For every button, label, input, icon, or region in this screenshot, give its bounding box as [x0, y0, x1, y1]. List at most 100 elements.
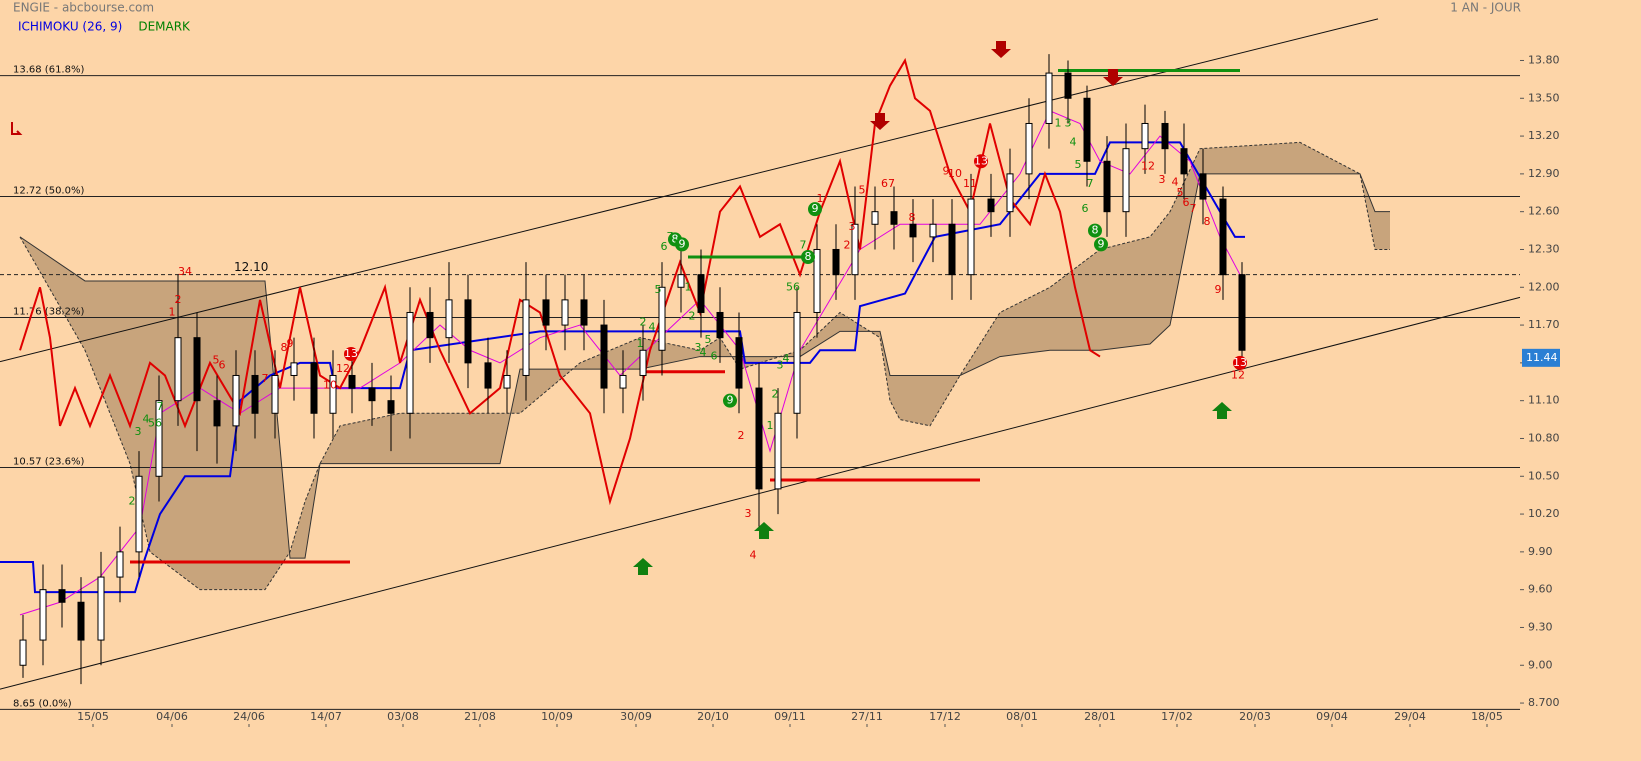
demark-count: 4 [143, 413, 150, 426]
legend-entry: DEMARK [138, 20, 191, 34]
y-tick-label: 9.00 [1528, 658, 1553, 671]
candle-body [987, 198, 995, 213]
buy-arrow [633, 558, 653, 575]
candles-layer [19, 54, 1246, 685]
candle-body [426, 311, 434, 339]
demark-count: 4 [750, 549, 757, 562]
buy-arrow [1212, 402, 1232, 419]
x-tick-label: 27/11 [851, 710, 883, 723]
x-tick-label: 30/09 [620, 710, 652, 723]
period: 1 AN - JOUR [1450, 1, 1521, 15]
x-tick-label: 09/11 [774, 710, 806, 723]
demark-count: 3 [695, 341, 702, 354]
demark-count: 12 [336, 362, 350, 375]
x-tick-label: 17/12 [929, 710, 961, 723]
candle-body [1025, 122, 1033, 175]
fib-label: 8.65 (0.0%) [13, 698, 72, 709]
candle-body [1238, 274, 1246, 351]
x-tick-label: 09/04 [1316, 710, 1348, 723]
candle-body [1045, 72, 1053, 124]
fib-label: 13.68 (61.8%) [13, 65, 84, 76]
demark-count: 1 [817, 192, 824, 205]
sell-arrow [991, 41, 1011, 58]
x-tick-label: 29/04 [1394, 710, 1426, 723]
demark-count: 7 [157, 400, 164, 413]
candle-body [600, 324, 608, 389]
demark-count: 5 [655, 283, 662, 296]
candle-body [929, 223, 937, 238]
demark-count: 12 [1141, 159, 1155, 172]
demark-count: 4 [649, 321, 656, 334]
candle-body [290, 362, 298, 376]
candle-body [871, 211, 879, 225]
candle-body [948, 223, 956, 276]
candle-body [716, 311, 724, 339]
candle-body [97, 576, 105, 641]
candle-body [19, 639, 27, 666]
candle-body [464, 299, 472, 364]
y-tick-label: 13.80 [1528, 53, 1560, 66]
candle-body [1064, 72, 1072, 99]
candle-body [561, 299, 569, 326]
demark-count: 1 [767, 419, 774, 432]
candle-body [1006, 173, 1014, 213]
x-tick-label: 14/07 [310, 710, 342, 723]
y-tick-label: 8.700 [1528, 696, 1560, 709]
candle-body [793, 311, 801, 414]
demark-count: 10 [323, 379, 337, 392]
candle-body [1199, 173, 1207, 200]
demark-count: 6 [711, 350, 718, 363]
demark-count: 8 [909, 211, 916, 224]
demark-count: 10 [948, 167, 962, 180]
candle-body [1083, 97, 1091, 162]
sell-arrow [1103, 69, 1123, 86]
y-tick-label: 10.80 [1528, 431, 1560, 444]
demark-count: 5 [859, 183, 866, 196]
demark-count: 3 [849, 220, 856, 233]
demark-count: 13 [974, 154, 988, 167]
x-tick-label: 20/03 [1239, 710, 1271, 723]
demark-count: 7 [800, 239, 807, 252]
y-tick-label: 11.10 [1528, 394, 1560, 407]
dashed-level-label: 12.10 [234, 260, 268, 274]
y-tick-label: 9.30 [1528, 620, 1553, 633]
candle-body [251, 374, 259, 414]
demark-count: 56 [148, 416, 162, 429]
demark-count: 8 [672, 232, 679, 245]
candle-body [967, 198, 975, 276]
fib-label: 10.57 (23.6%) [13, 456, 84, 467]
x-tick-label: 28/01 [1084, 710, 1116, 723]
count-circle [1233, 355, 1247, 370]
demark-count: 2 [175, 293, 182, 306]
candle-body [851, 223, 859, 276]
count-circle [974, 154, 988, 169]
candle-body [135, 475, 143, 553]
demark-count: 6 [661, 240, 668, 253]
demark-count: 4 [700, 346, 707, 359]
demark-count: 9 [1215, 283, 1222, 296]
candle-body [542, 299, 550, 326]
candle-body [1161, 122, 1169, 150]
candle-body [1103, 160, 1111, 213]
x-tick-label: 04/06 [156, 710, 188, 723]
demark-count: 9 [679, 237, 686, 250]
y-tick-label: 12.30 [1528, 242, 1560, 255]
candle-body [658, 286, 666, 351]
demark-count: 2 [844, 239, 851, 252]
x-tick-label: 03/08 [387, 710, 419, 723]
demark-count: 5 [705, 333, 712, 346]
x-tick-label: 17/02 [1161, 710, 1193, 723]
demark-count: 8 [805, 250, 812, 263]
y-tick-label: 12.90 [1528, 167, 1560, 180]
demark-count: 6 [219, 358, 226, 371]
count-circle [808, 202, 822, 217]
candle-body [735, 337, 743, 389]
demark-count: 7 [262, 372, 269, 385]
count-circle [675, 237, 689, 252]
candle-body [213, 400, 221, 427]
candle-body [619, 374, 627, 389]
candle-body [271, 374, 279, 414]
candle-body [503, 374, 511, 389]
demark-count: 3 [1065, 116, 1072, 129]
